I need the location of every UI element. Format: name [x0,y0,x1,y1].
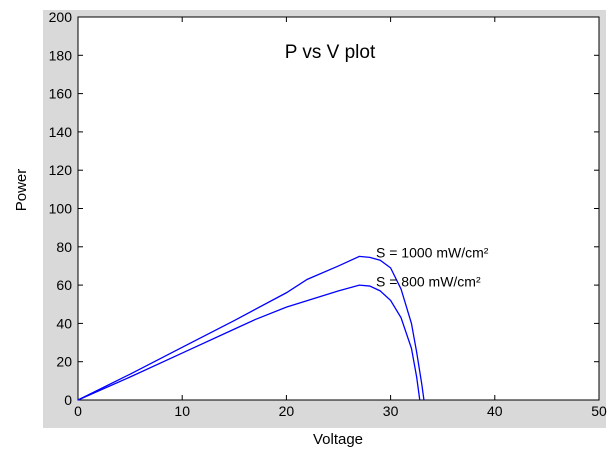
tick-labels: 0 10 20 30 40 50 0 20 40 60 80 100 120 140 160 180 200 [49,9,607,419]
x-tick-label: 10 [174,403,190,419]
series-line-1 [77,255,425,401]
x-tick-label: 50 [591,403,607,419]
y-tick-label: 0 [64,392,72,408]
x-tick-label: 0 [74,403,82,419]
series-line-2 [77,284,421,401]
y-tick-label: 140 [49,124,73,140]
y-tick-label: 120 [49,162,73,178]
y-tick-label: 40 [56,315,72,331]
plot-area [77,16,600,401]
y-tick-label: 20 [56,354,72,370]
tick-marks [77,16,600,401]
y-axis-title: Power [13,169,30,212]
data-lines [77,255,425,401]
annotations: S = 1000 mW/cm² S = 800 mW/cm² [376,245,489,290]
x-tick-label: 40 [487,403,503,419]
x-tick-label: 30 [383,403,399,419]
x-tick-label: 20 [279,403,295,419]
curve-annotation: S = 800 mW/cm² [376,273,481,289]
y-tick-label: 100 [49,201,73,217]
chart-title: P vs V plot [285,42,376,63]
y-tick-label: 180 [49,47,73,63]
y-tick-label: 200 [49,9,73,25]
x-axis-title: Voltage [313,431,363,448]
y-tick-label: 60 [56,277,72,293]
curve-annotation: S = 1000 mW/cm² [376,245,489,261]
y-tick-label: 160 [49,86,73,102]
y-tick-label: 80 [56,239,72,255]
